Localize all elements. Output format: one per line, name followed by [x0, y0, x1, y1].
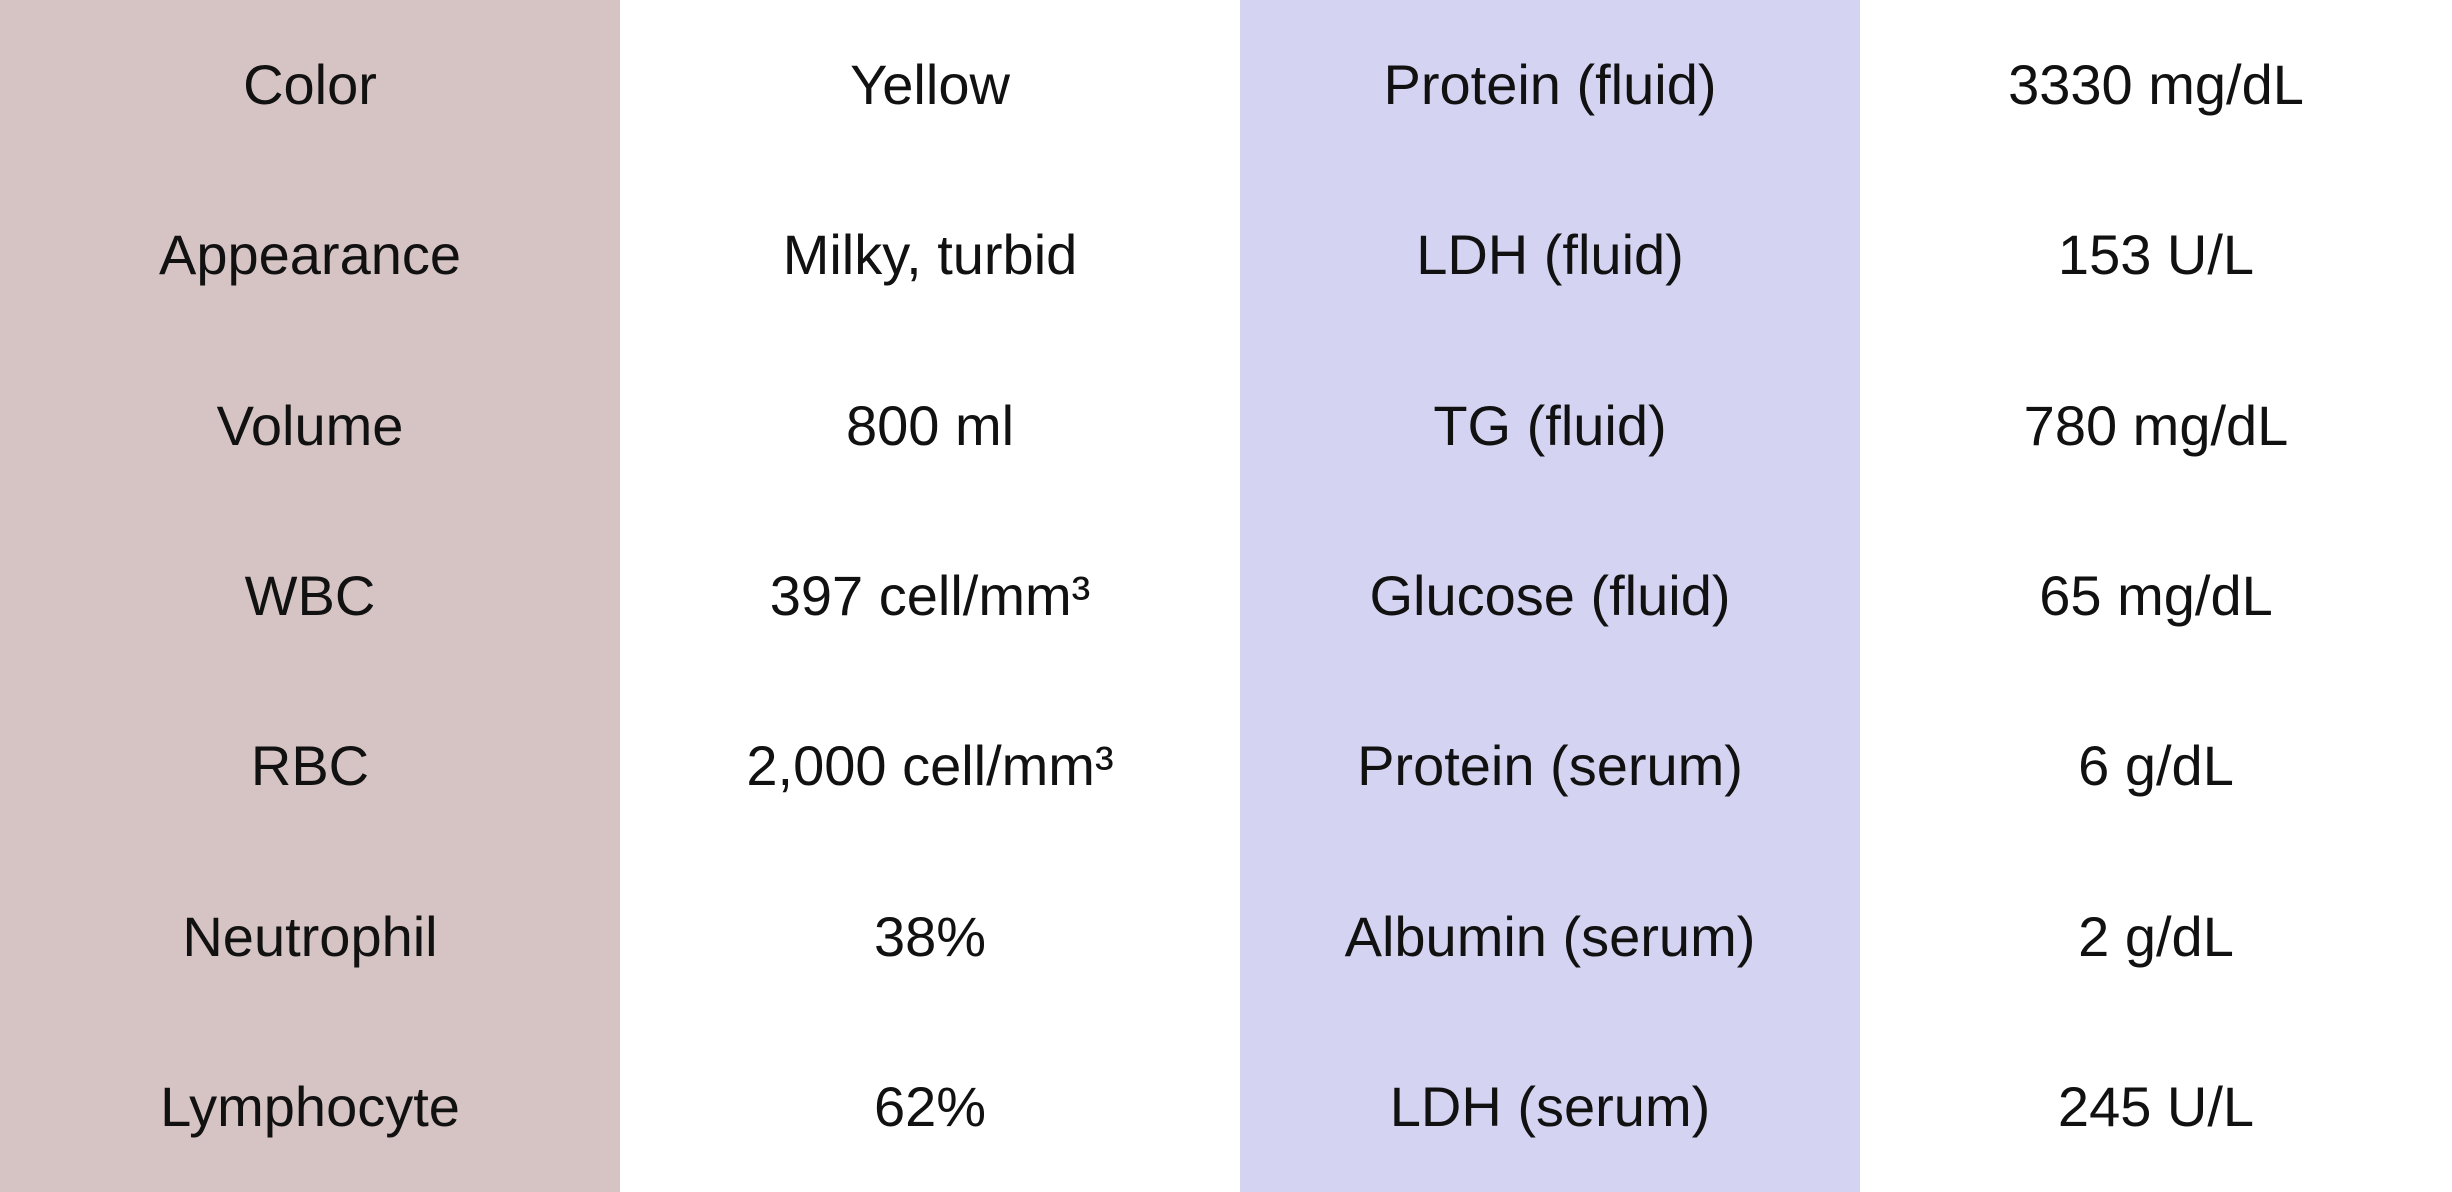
fluid-characteristics-parameter-column: Color Appearance Volume WBC RBC Neutroph…	[0, 0, 620, 1192]
value-cell-protein-serum: 6 g/dL	[2078, 734, 2234, 798]
fluid-characteristics-value-column: Yellow Milky, turbid 800 ml 397 cell/mm³…	[620, 0, 1240, 1192]
parameter-cell-ldh-serum: LDH (serum)	[1389, 1074, 1711, 1138]
chemistry-value-column: 3330 mg/dL 153 U/L 780 mg/dL 65 mg/dL 6 …	[1860, 0, 2452, 1192]
value-cell-lymphocyte: 62%	[873, 1074, 987, 1138]
value-cell-rbc: 2,000 cell/mm³	[746, 734, 1114, 798]
parameter-cell-neutrophil: Neutrophil	[182, 904, 438, 968]
parameter-cell-ldh-fluid: LDH (fluid)	[1416, 223, 1684, 287]
value-cell-albumin-serum: 2 g/dL	[2078, 904, 2234, 968]
parameter-cell-color: Color	[243, 53, 377, 117]
value-cell-glucose-fluid: 65 mg/dL	[2039, 563, 2273, 627]
value-cell-color: Yellow	[850, 53, 1010, 117]
parameter-cell-albumin-serum: Albumin (serum)	[1344, 904, 1756, 968]
parameter-cell-protein-fluid: Protein (fluid)	[1383, 53, 1717, 117]
parameter-cell-glucose-fluid: Glucose (fluid)	[1369, 563, 1731, 627]
value-cell-wbc: 397 cell/mm³	[769, 563, 1091, 627]
parameter-cell-volume: Volume	[216, 393, 404, 457]
value-cell-neutrophil: 38%	[873, 904, 987, 968]
value-cell-tg-fluid: 780 mg/dL	[2023, 393, 2289, 457]
parameter-cell-rbc: RBC	[250, 734, 370, 798]
chemistry-parameter-column: Protein (fluid) LDH (fluid) TG (fluid) G…	[1240, 0, 1860, 1192]
parameter-cell-appearance: Appearance	[158, 223, 461, 287]
value-cell-protein-fluid: 3330 mg/dL	[2008, 53, 2304, 117]
value-cell-ldh-fluid: 153 U/L	[2057, 223, 2255, 287]
parameter-cell-tg-fluid: TG (fluid)	[1433, 393, 1667, 457]
parameter-cell-lymphocyte: Lymphocyte	[160, 1074, 460, 1138]
value-cell-volume: 800 ml	[845, 393, 1015, 457]
parameter-cell-wbc: WBC	[244, 563, 376, 627]
value-cell-ldh-serum: 245 U/L	[2057, 1074, 2255, 1138]
value-cell-appearance: Milky, turbid	[782, 223, 1078, 287]
parameter-cell-protein-serum: Protein (serum)	[1357, 734, 1743, 798]
